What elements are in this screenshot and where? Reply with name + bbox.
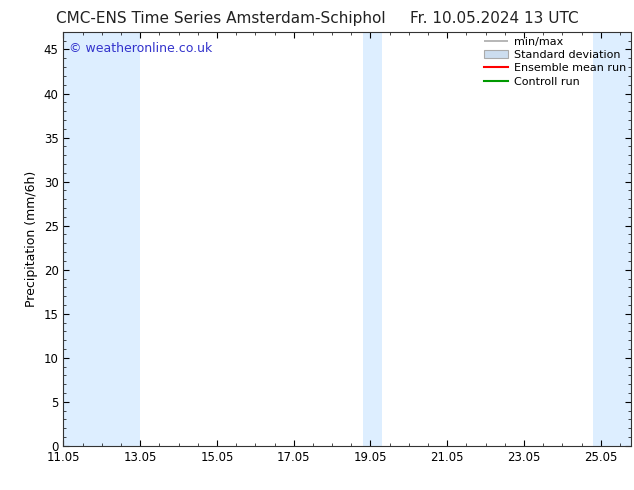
Legend: min/max, Standard deviation, Ensemble mean run, Controll run: min/max, Standard deviation, Ensemble me… [479,32,630,91]
Y-axis label: Precipitation (mm/6h): Precipitation (mm/6h) [25,171,38,307]
Bar [63,32,140,446]
Text: CMC-ENS Time Series Amsterdam-Schiphol     Fr. 10.05.2024 13 UTC: CMC-ENS Time Series Amsterdam-Schiphol F… [56,11,578,26]
Bar [593,32,631,446]
Text: © weatheronline.co.uk: © weatheronline.co.uk [69,42,212,55]
Bar [363,32,382,446]
